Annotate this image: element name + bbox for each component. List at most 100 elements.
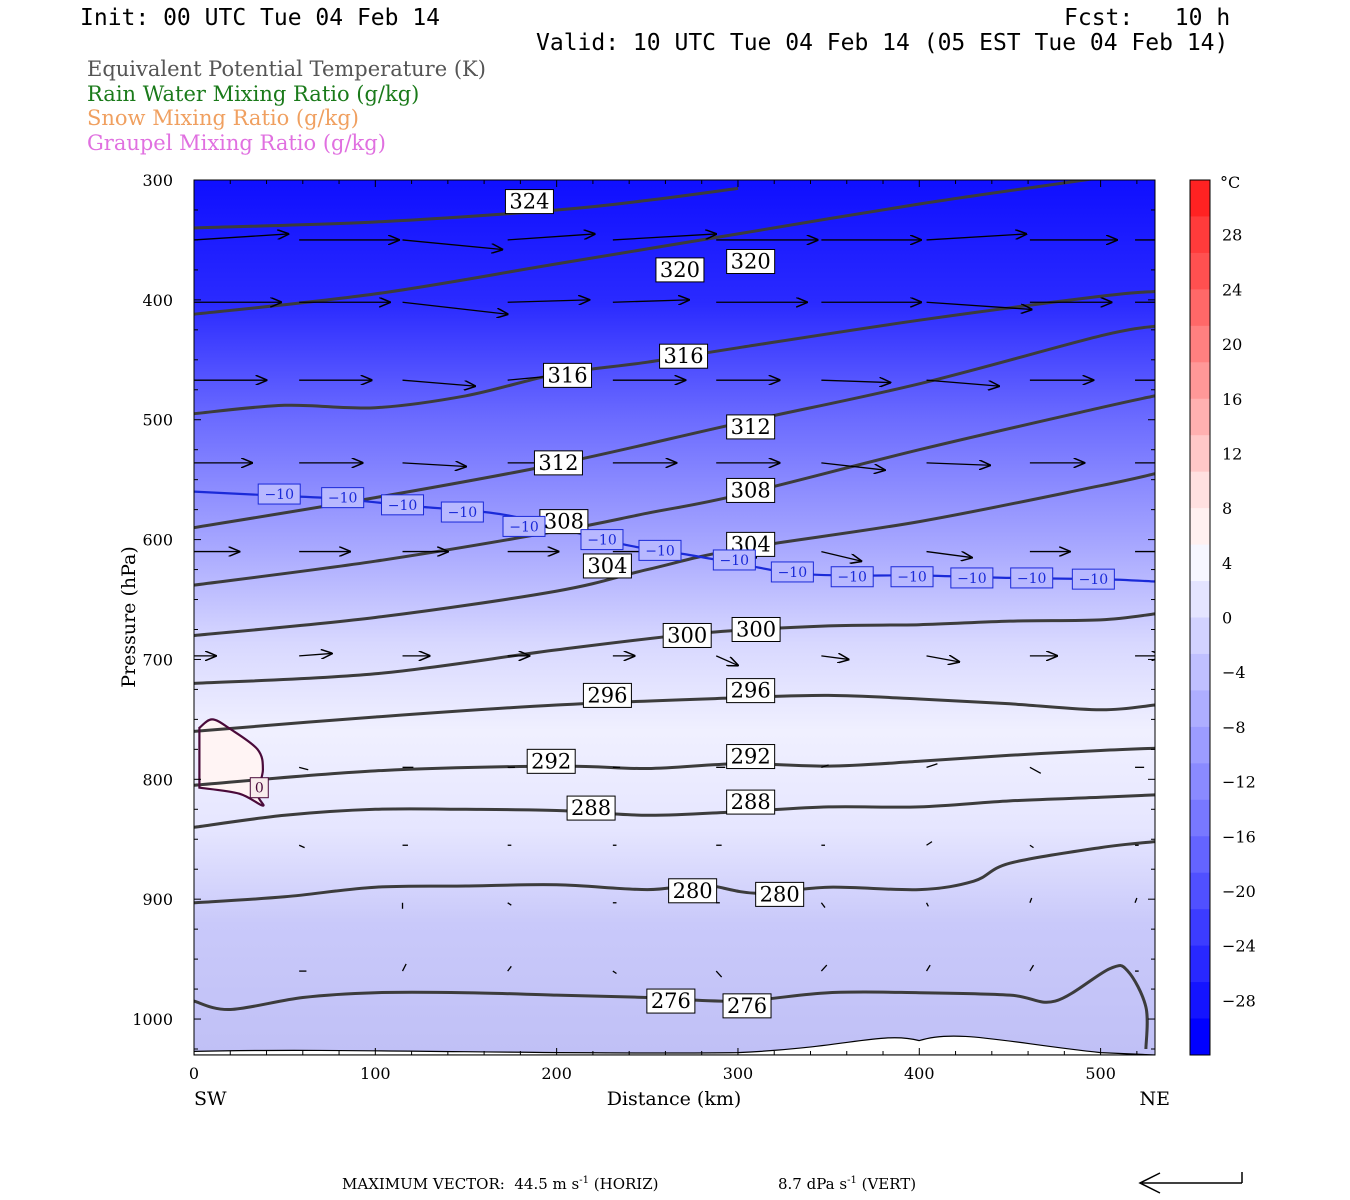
colorbar-tick-label: −24 [1222,937,1256,956]
wind-vector [1029,897,1033,904]
temperature-label-box [321,487,365,509]
colorbar-segment [1190,690,1210,728]
endpoint-sw: SW [194,1088,227,1110]
colorbar-segment [1190,909,1210,947]
wind-vector [507,965,512,972]
colorbar-segment [1190,289,1210,327]
temperature-label-box [830,566,874,588]
wind-vector [612,300,689,302]
legend-snow: Snow Mixing Ratio (g/kg) [87,106,359,130]
wind-vector [402,239,503,250]
colorbar-segment [1190,581,1210,618]
wind-vector [821,550,861,562]
wind-vector [715,970,723,978]
legend-theta-e: Equivalent Potential Temperature (K) [87,57,486,81]
colorbar-segment [1190,799,1210,837]
colorbar-tick-label: 4 [1222,554,1232,573]
colorbar-tick-label: 24 [1222,280,1242,299]
theta-e-label-box [731,616,781,642]
theta-e-label-box [659,343,709,369]
theta-e-label: 312 [731,415,771,439]
colorbar-tick-label: 0 [1222,609,1232,628]
colorbar-segment [1190,362,1210,400]
temperature-label: −10 [897,570,927,586]
wind-vector [1029,766,1042,774]
colorbar-tick-label: −8 [1222,718,1246,737]
theta-e-label-box [726,249,776,275]
theta-e-label-box [726,477,776,503]
colorbar-segment [1190,617,1210,655]
temperature-label: −10 [448,505,478,521]
vector-key-arrow [1138,1172,1243,1194]
colorbar-unit: °C [1220,173,1240,192]
colorbar-segment [1190,180,1210,217]
x-tick-label: 200 [541,1064,572,1083]
colorbar-tick-label: −28 [1222,991,1256,1010]
x-tick-label: 500 [1085,1064,1116,1083]
colorbar-tick-label: 8 [1222,499,1232,518]
colorbar-tick-label: −20 [1222,882,1256,901]
theta-e-label-box [755,881,805,907]
plot-frame [193,179,1156,1056]
legend-rain-water: Rain Water Mixing Ratio (g/kg) [87,82,420,106]
horiz-label: (HORIZ) [593,1175,659,1193]
theta-e-label: 292 [531,749,571,773]
endpoint-ne: NE [1140,1088,1171,1110]
temperature-contour-0 [198,718,265,807]
temperature-label: −10 [264,487,294,503]
wind-vector [612,234,716,241]
colorbar-segment [1190,398,1210,436]
wind-vector [821,462,884,470]
forecast-hour: Fcst: 10 h [1064,5,1231,31]
theta-e-label-box [582,682,632,708]
wind-vector [1134,897,1138,904]
wind-vector [402,301,508,314]
colorbar-segment [1190,252,1210,290]
temperature-label-box [950,567,994,589]
wind-vector [820,902,826,908]
legend-graupel: Graupel Mixing Ratio (g/kg) [87,131,386,155]
temperature-label: −10 [957,571,987,587]
wind-vector [507,234,595,241]
max-vector-text: MAXIMUM VECTOR: 44.5 m s [342,1175,580,1193]
y-tick-label: 400 [142,291,173,310]
theta-e-label: 288 [731,790,771,814]
wind-vector [926,463,990,465]
vert-label: (VERT) [861,1175,917,1193]
theta-e-label-box [722,993,772,1019]
theta-e-label-box [726,678,776,704]
temperature-label: −10 [778,565,808,581]
theta-e-label: 308 [544,510,584,534]
wind-vector [821,380,890,382]
x-tick-label: 400 [904,1064,935,1083]
theta-e-label: 308 [731,478,771,502]
colorbar-tick-label: 28 [1222,226,1242,245]
temperature-label-box [580,529,624,551]
colorbar-frame [1189,179,1211,1056]
colorbar-tick-label: −4 [1222,663,1246,682]
theta-e-label-box [533,450,583,476]
theta-e-label-box [726,789,776,815]
wind-vector [820,964,828,972]
x-tick-label: 100 [360,1064,391,1083]
wind-vector [299,653,332,655]
theta-e-label: 316 [547,363,587,387]
temperature-label: 0 [255,781,264,797]
temperature-label: −10 [645,543,675,559]
temperature-label-box [890,566,934,588]
temperature-label-box [440,501,484,523]
temperature-label: −10 [328,491,358,507]
colorbar-tick-label: −12 [1222,773,1256,792]
wind-vector [402,463,466,467]
temperature-label: −10 [1079,572,1109,588]
wind-vector [402,379,476,386]
y-axis-label: Pressure (hPa) [118,546,140,688]
theta-e-contour-304 [194,472,1155,637]
colorbar-segment [1190,982,1210,1020]
wind-vector [926,550,972,558]
theta-e-label-box [543,362,593,388]
wind-vector [925,964,931,972]
theta-e-label: 288 [571,796,611,820]
temperature-label-box [712,549,756,571]
temperature-label: −10 [720,553,750,569]
